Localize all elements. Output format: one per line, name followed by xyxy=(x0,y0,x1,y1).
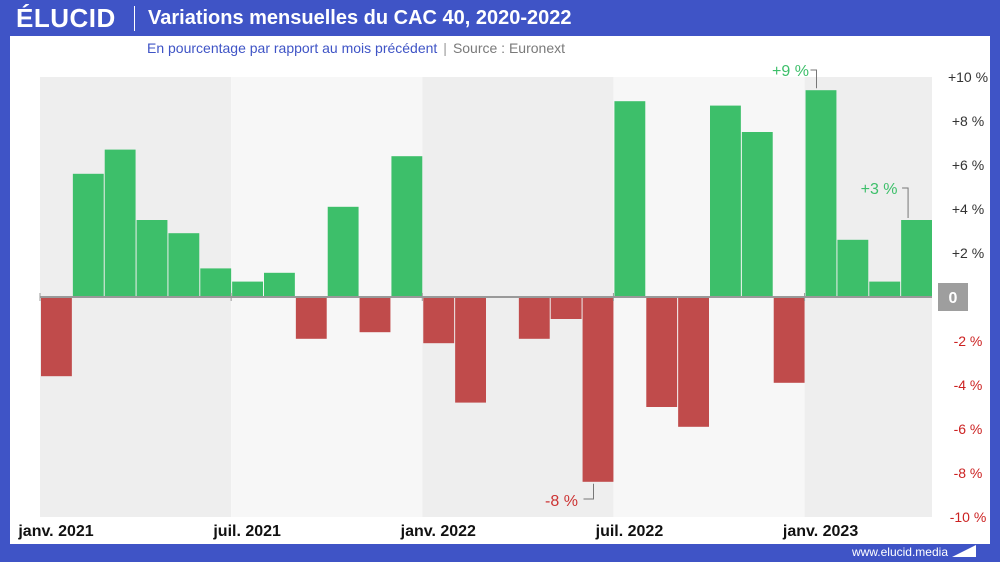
bar xyxy=(837,239,869,297)
footer-url: www.elucid.media xyxy=(851,545,948,559)
bar xyxy=(869,281,901,297)
zero-badge xyxy=(938,283,968,311)
bar xyxy=(72,173,104,297)
bar xyxy=(168,233,200,297)
subtitle-separator: | xyxy=(443,40,447,56)
bar xyxy=(455,297,486,403)
logo-divider xyxy=(134,6,135,31)
y-tick-label: -8 % xyxy=(954,465,983,481)
bar xyxy=(518,297,550,339)
bar xyxy=(359,297,391,333)
x-tick-label: juil. 2021 xyxy=(212,523,281,540)
y-tick-label: +8 % xyxy=(952,113,984,129)
annotation-leader xyxy=(583,483,594,500)
brand-mark-icon xyxy=(952,545,976,557)
logo: ÉLUCID xyxy=(16,3,116,33)
y-tick-label: -10 % xyxy=(950,509,987,525)
bar xyxy=(200,268,232,297)
bar xyxy=(423,297,455,344)
bar xyxy=(805,90,837,297)
x-tick-label: janv. 2023 xyxy=(782,523,858,540)
y-tick-label: 0 xyxy=(949,290,958,307)
y-tick-label: -2 % xyxy=(954,333,983,349)
chart-subtitle: En pourcentage par rapport au mois précé… xyxy=(147,40,565,56)
x-tick-label: janv. 2021 xyxy=(17,523,93,540)
bar xyxy=(646,297,678,407)
annotation-leader xyxy=(810,69,817,89)
bar xyxy=(550,297,582,319)
annotation-label: -8 % xyxy=(545,493,578,510)
y-tick-label: -6 % xyxy=(954,421,983,437)
bar xyxy=(678,297,709,427)
bar xyxy=(773,297,805,383)
chart-title: Variations mensuelles du CAC 40, 2020-20… xyxy=(148,7,572,29)
subtitle-text: En pourcentage par rapport au mois précé… xyxy=(147,40,438,56)
bar xyxy=(264,272,295,297)
source-text: Source : Euronext xyxy=(452,40,565,56)
y-tick-label: -4 % xyxy=(954,377,983,393)
header: ÉLUCID Variations mensuelles du CAC 40, … xyxy=(0,0,1000,36)
annotation-leader xyxy=(902,187,909,218)
bar xyxy=(136,220,168,297)
x-tick-label: janv. 2022 xyxy=(400,523,476,540)
bar xyxy=(710,105,741,297)
chart-canvas: -10 % -8 % -6 % -4 % -2 % 0 +2 % +4 % +6 % +8 % +1… xyxy=(17,63,988,540)
bar xyxy=(582,297,614,482)
bar xyxy=(391,156,423,297)
x-tick-label: juil. 2022 xyxy=(595,523,664,540)
y-tick-label: +10 % xyxy=(948,69,988,85)
bar xyxy=(741,132,773,297)
bar xyxy=(295,297,327,339)
y-tick-label: +6 % xyxy=(952,157,984,173)
y-tick-label: +4 % xyxy=(952,201,984,217)
chart-panel: -10 % -8 % -6 % -4 % -2 % 0 +2 % +4 % +6 % +8 % +1… xyxy=(10,36,990,544)
annotation-label: +9 % xyxy=(772,63,809,80)
bar xyxy=(104,149,136,297)
bar xyxy=(41,297,72,377)
annotation-label: +3 % xyxy=(861,181,898,198)
y-tick-label: +2 % xyxy=(952,245,984,261)
bar xyxy=(232,281,263,297)
bar xyxy=(327,206,359,297)
bar xyxy=(614,101,646,297)
bar xyxy=(901,220,932,297)
